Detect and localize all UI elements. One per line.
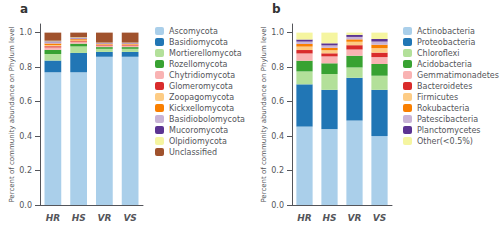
svg-text:b: b [272,2,281,16]
svg-text:1.0: 1.0 [271,28,284,37]
svg-text:Actinobacteria: Actinobacteria [417,27,475,36]
svg-text:VR: VR [348,213,362,223]
svg-text:Zoopagomycota: Zoopagomycota [169,93,234,102]
svg-text:0.4: 0.4 [19,132,32,141]
svg-text:0.8: 0.8 [271,63,284,72]
svg-text:Patescibacteria: Patescibacteria [417,115,478,124]
svg-text:VR: VR [97,213,111,223]
svg-text:Rokubacteria: Rokubacteria [417,104,470,113]
svg-text:VS: VS [373,213,386,223]
svg-text:Mortierellomycota: Mortierellomycota [169,49,242,58]
svg-text:Bacteroidetes: Bacteroidetes [417,82,472,91]
svg-text:1.0: 1.0 [19,28,32,37]
svg-text:0.6: 0.6 [271,97,284,106]
svg-text:Basidiomycota: Basidiomycota [169,38,228,47]
svg-text:HR: HR [46,213,61,223]
svg-text:HR: HR [297,213,312,223]
svg-text:0.4: 0.4 [271,132,284,141]
svg-text:0.2: 0.2 [271,166,284,175]
svg-text:Planctomycetes: Planctomycetes [417,126,481,135]
svg-text:Chloroflexi: Chloroflexi [417,49,460,58]
svg-text:VS: VS [123,213,136,223]
svg-text:Percent of community abundance: Percent of community abundance on Phylum… [8,26,16,202]
svg-text:0.0: 0.0 [271,201,284,210]
svg-text:0.2: 0.2 [19,166,32,175]
svg-text:Acidobacteria: Acidobacteria [417,60,472,69]
svg-text:Gemmatimonadetes: Gemmatimonadetes [417,71,499,80]
svg-text:Mucoromycota: Mucoromycota [169,126,228,135]
svg-text:Ascomycota: Ascomycota [169,27,218,36]
svg-text:Unclassified: Unclassified [169,148,217,157]
svg-text:Basidiobolomycota: Basidiobolomycota [169,115,245,124]
svg-text:Glomeromycota: Glomeromycota [169,82,233,91]
svg-text:HS: HS [322,213,336,223]
svg-text:Percent of community abundance: Percent of community abundance on Phylum… [260,26,268,202]
svg-text:HS: HS [72,213,86,223]
svg-text:Olpidiomycota: Olpidiomycota [169,137,227,146]
svg-text:Chytridiomycota: Chytridiomycota [169,71,235,80]
svg-text:0.6: 0.6 [19,97,32,106]
svg-text:Other(<0.5%): Other(<0.5%) [417,137,473,146]
svg-text:0.0: 0.0 [19,201,32,210]
svg-text:Proteobacteria: Proteobacteria [417,38,476,47]
svg-text:0.8: 0.8 [19,63,32,72]
svg-text:Rozellomycota: Rozellomycota [169,60,228,69]
svg-text:a: a [20,2,28,16]
svg-text:Kickxellomycota: Kickxellomycota [169,104,234,113]
svg-text:Firmicutes: Firmicutes [417,93,458,102]
